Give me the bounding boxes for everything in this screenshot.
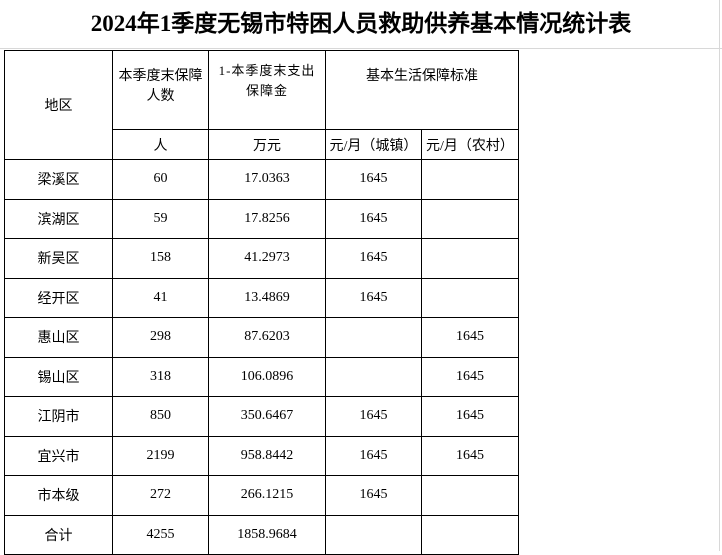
cell-people: 158 [112,238,209,279]
cell-people: 298 [112,317,209,358]
table-row: 宜兴市 2199 958.8442 1645 1645 [4,435,519,476]
cell-region: 宜兴市 [4,435,113,476]
cell-rural: 1645 [421,356,519,397]
cell-expense: 106.0896 [208,356,326,397]
cell-rural [421,238,519,279]
unit-rural: 元/月（农村） [421,129,519,160]
table-row: 惠山区 298 87.6203 1645 [4,317,519,358]
table-row: 江阴市 850 350.6467 1645 1645 [4,396,519,437]
header-standard: 基本生活保障标准 [325,50,519,130]
cell-rural: 1645 [421,396,519,437]
cell-region: 锡山区 [4,356,113,397]
cell-people: 2199 [112,435,209,476]
cell-people: 850 [112,396,209,437]
unit-expense: 万元 [208,129,326,160]
cell-rural [421,475,519,516]
cell-urban: 1645 [325,396,422,437]
cell-expense: 1858.9684 [208,514,326,555]
cell-people: 272 [112,475,209,516]
cell-urban: 1645 [325,159,422,200]
unit-people: 人 [112,129,209,160]
cell-expense: 958.8442 [208,435,326,476]
table-row: 合计 4255 1858.9684 [4,514,519,555]
cell-people: 41 [112,277,209,318]
cell-urban [325,356,422,397]
cell-rural [421,514,519,555]
cell-region: 滨湖区 [4,198,113,239]
cell-people: 4255 [112,514,209,555]
cell-people: 59 [112,198,209,239]
sheet-gridline [0,48,722,49]
cell-region: 梁溪区 [4,159,113,200]
unit-row: 人 万元 元/月（城镇） 元/月（农村） [5,129,519,160]
cell-rural [421,198,519,239]
table-row: 新吴区 158 41.2973 1645 [4,238,519,279]
statistics-table: 地区 本季度末保障人数 1-本季度末支出保障金 基本生活保障标准 人 万元 元/… [4,50,519,555]
cell-expense: 41.2973 [208,238,326,279]
cell-urban: 1645 [325,435,422,476]
unit-urban: 元/月（城镇） [325,129,422,160]
cell-rural: 1645 [421,435,519,476]
cell-region: 市本级 [4,475,113,516]
cell-region: 合计 [4,514,113,555]
cell-region: 惠山区 [4,317,113,358]
table-row: 市本级 272 266.1215 1645 [4,475,519,516]
cell-people: 318 [112,356,209,397]
header-row: 地区 本季度末保障人数 1-本季度末支出保障金 基本生活保障标准 [4,50,519,160]
cell-urban [325,317,422,358]
cell-rural: 1645 [421,317,519,358]
page-title: 2024年1季度无锡市特困人员救助供养基本情况统计表 [90,11,632,36]
table-row: 滨湖区 59 17.8256 1645 [4,198,519,239]
header-region: 地区 [4,50,113,160]
header-people: 本季度末保障人数 [112,50,209,130]
cell-expense: 13.4869 [208,277,326,318]
cell-expense: 266.1215 [208,475,326,516]
cell-people: 60 [112,159,209,200]
table-row: 梁溪区 60 17.0363 1645 [4,159,519,200]
table-row: 经开区 41 13.4869 1645 [4,277,519,318]
cell-expense: 17.0363 [208,159,326,200]
cell-expense: 350.6467 [208,396,326,437]
table-row: 锡山区 318 106.0896 1645 [4,356,519,397]
cell-region: 江阴市 [4,396,113,437]
sheet-gridline [719,0,720,551]
header-expense: 1-本季度末支出保障金 [208,50,326,130]
cell-rural [421,277,519,318]
cell-rural [421,159,519,200]
cell-expense: 17.8256 [208,198,326,239]
cell-expense: 87.6203 [208,317,326,358]
cell-region: 新吴区 [4,238,113,279]
cell-urban: 1645 [325,277,422,318]
cell-region: 经开区 [4,277,113,318]
cell-urban [325,514,422,555]
cell-urban: 1645 [325,475,422,516]
cell-urban: 1645 [325,198,422,239]
cell-urban: 1645 [325,238,422,279]
